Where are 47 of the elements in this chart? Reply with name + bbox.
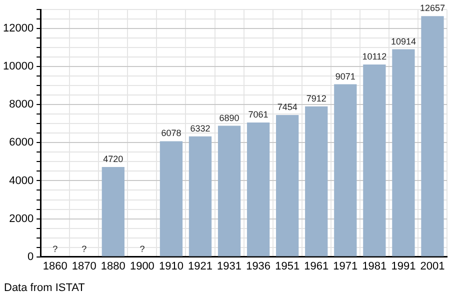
x-tick-label: 1921 [188, 260, 212, 272]
bar [421, 16, 444, 256]
data-label: 12657 [420, 3, 445, 14]
data-label: 7454 [277, 102, 298, 112]
data-label: 7061 [248, 110, 268, 120]
y-tick-label: 0 [27, 250, 34, 263]
data-label: 10914 [390, 36, 416, 46]
text: Data from ISTAT [4, 282, 86, 294]
x-tick-label: 1936 [246, 260, 271, 272]
x-tick-label: 1951 [275, 260, 300, 272]
text: ? [140, 244, 145, 254]
x-tick-label: 1870 [72, 260, 96, 272]
bar [363, 64, 386, 256]
data-label: 7912 [306, 93, 326, 104]
x-tick-label: 1981 [362, 260, 387, 272]
y-tick-label: 12000 [2, 22, 34, 35]
y-tick-label: 6000 [9, 136, 34, 149]
x-tick-label: 1880 [100, 260, 126, 272]
bar [188, 136, 212, 256]
data-label: 6332 [190, 123, 210, 134]
bar [334, 84, 357, 256]
y-tick-label: 4000 [9, 174, 34, 187]
bar [160, 141, 183, 256]
x-tick-label: 1910 [158, 260, 184, 272]
x-tick-label: 1860 [42, 260, 68, 272]
data-label: 9071 [335, 71, 356, 82]
y-tick-label: 2000 [9, 212, 34, 225]
bar [276, 115, 299, 256]
y-tick-label: 10000 [2, 60, 34, 73]
x-tick-label: 1900 [130, 260, 154, 272]
text: ? [82, 244, 87, 254]
x-tick-label: 1931 [217, 260, 242, 272]
text: ? [52, 244, 58, 254]
bar [305, 106, 328, 256]
x-tick-label: 1971 [333, 260, 358, 272]
x-tick-label: 2001 [420, 260, 445, 272]
y-tick-label: 8000 [9, 98, 34, 111]
data-label: 6890 [219, 112, 240, 123]
bar [246, 122, 270, 256]
bar [102, 167, 124, 256]
bar [218, 126, 241, 256]
data-label: 4720 [103, 154, 124, 164]
data-label: 6078 [161, 128, 182, 138]
x-tick-label: 1961 [304, 260, 329, 272]
x-tick-label: 1991 [391, 260, 416, 272]
data-label: 10112 [362, 52, 387, 62]
bar [392, 49, 415, 256]
